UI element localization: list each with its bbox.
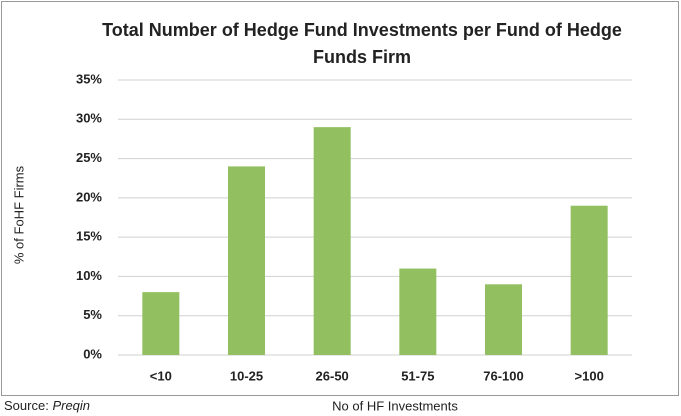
bar (313, 127, 351, 356)
source: Source: Preqin (4, 398, 90, 413)
bar (228, 166, 265, 355)
x-tick-label: 26-50 (316, 368, 349, 383)
chart-title: Funds Firm (313, 47, 411, 67)
x-tick-label: 10-25 (230, 368, 263, 383)
y-tick-label: 15% (76, 229, 102, 244)
y-tick-label: 20% (76, 189, 102, 204)
chart-title: Total Number of Hedge Fund Investments p… (102, 20, 622, 40)
y-tick-label: 5% (83, 307, 102, 322)
x-tick-label: >100 (575, 368, 604, 383)
bar (399, 268, 437, 355)
bar (142, 292, 180, 355)
source-name: Preqin (52, 398, 90, 413)
x-tick-label: <10 (150, 368, 172, 383)
y-tick-label: 30% (76, 111, 102, 126)
source-label: Source: (4, 398, 49, 413)
bar (570, 205, 608, 355)
x-tick-label: 76-100 (483, 368, 523, 383)
y-tick-label: 35% (76, 71, 102, 86)
y-tick-label: 0% (83, 346, 102, 361)
chart-border (1, 1, 679, 396)
y-tick-label: 25% (76, 150, 102, 165)
y-axis-label: % of FoHF Firms (11, 165, 26, 264)
y-tick-label: 10% (76, 268, 102, 283)
bar (485, 284, 522, 355)
x-axis-label: No of HF Investments (332, 398, 458, 413)
x-tick-label: 51-75 (401, 368, 434, 383)
